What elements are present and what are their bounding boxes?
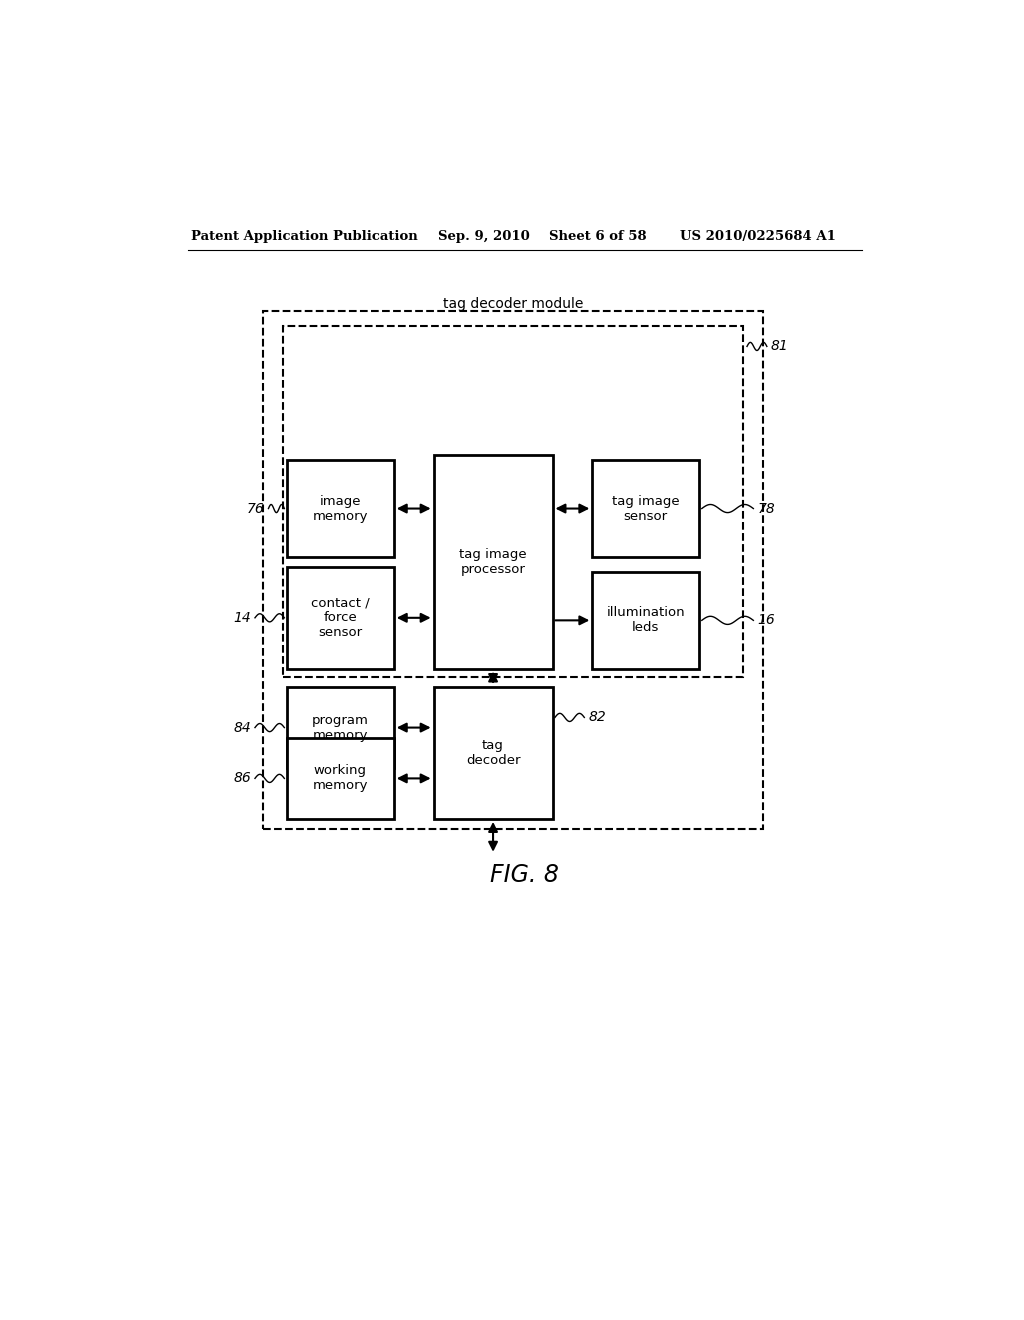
- Text: image
memory: image memory: [312, 495, 368, 523]
- Bar: [283, 326, 743, 677]
- Text: 81: 81: [771, 339, 788, 354]
- Text: 16: 16: [758, 614, 775, 627]
- Bar: [433, 455, 553, 669]
- Text: tag image
sensor: tag image sensor: [612, 495, 680, 523]
- Text: program
memory: program memory: [312, 714, 369, 742]
- Text: Sep. 9, 2010: Sep. 9, 2010: [437, 230, 529, 243]
- Text: contact /
force
sensor: contact / force sensor: [311, 597, 370, 639]
- Text: 76: 76: [247, 502, 264, 516]
- Text: tag
decoder: tag decoder: [466, 739, 520, 767]
- Bar: [592, 572, 699, 669]
- Text: illumination
leds: illumination leds: [606, 606, 685, 635]
- Bar: [287, 461, 394, 557]
- Text: tag image
processor: tag image processor: [459, 548, 527, 576]
- Text: 86: 86: [233, 771, 251, 785]
- Text: Sheet 6 of 58: Sheet 6 of 58: [549, 230, 646, 243]
- Text: 78: 78: [758, 502, 775, 516]
- Bar: [433, 686, 553, 818]
- Text: working
memory: working memory: [312, 764, 368, 792]
- Text: 82: 82: [588, 710, 606, 725]
- Bar: [287, 686, 394, 768]
- Text: 84: 84: [233, 721, 251, 735]
- Bar: [263, 312, 763, 829]
- Text: 14: 14: [233, 611, 251, 624]
- Bar: [592, 461, 699, 557]
- Text: tag decoder module: tag decoder module: [442, 297, 583, 312]
- Text: US 2010/0225684 A1: US 2010/0225684 A1: [680, 230, 836, 243]
- Text: FIG. 8: FIG. 8: [490, 863, 559, 887]
- Text: Patent Application Publication: Patent Application Publication: [191, 230, 418, 243]
- Bar: [287, 568, 394, 669]
- Bar: [287, 738, 394, 818]
